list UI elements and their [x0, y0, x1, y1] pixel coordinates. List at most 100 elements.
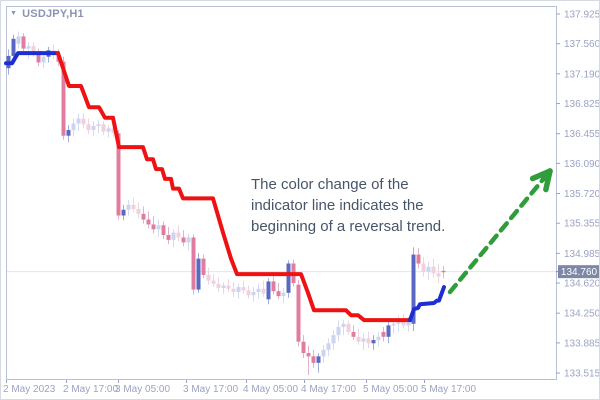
candle-body: [256, 288, 261, 293]
candle-body: [151, 224, 156, 230]
indicator-segment-blue: [4, 51, 60, 66]
candle-body: [61, 61, 66, 136]
candle-body: [176, 232, 181, 238]
candle-body: [316, 356, 321, 363]
candle-body: [21, 36, 26, 49]
candle-body: [266, 281, 271, 300]
candle-body: [366, 338, 371, 344]
price-axis-label: 135.720: [564, 189, 600, 200]
plot-frame: [6, 6, 557, 380]
candle-body: [126, 204, 131, 210]
time-axis-label: 2 May 2023: [3, 384, 56, 395]
candle-body: [76, 118, 81, 124]
candle-body: [241, 287, 246, 291]
candle-body: [81, 118, 86, 125]
candle-body: [321, 349, 326, 357]
candle-body: [71, 123, 76, 131]
time-axis-label: 4 May 17:00: [301, 384, 356, 395]
candle-body: [261, 288, 266, 294]
candle-body: [166, 235, 171, 240]
candle-body: [131, 204, 136, 209]
arrow-shaft: [447, 168, 553, 295]
candle-body: [111, 128, 116, 134]
candle-body: [301, 341, 306, 354]
trend-arrow: [447, 168, 553, 295]
candle-body: [371, 340, 376, 344]
current-price-badge: 134.760: [556, 265, 599, 279]
badge-price: 134.760: [561, 267, 598, 278]
candle-body: [356, 336, 361, 342]
candle-body: [91, 125, 96, 131]
candle-body: [141, 213, 146, 220]
candle-body: [226, 285, 231, 289]
price-axis-label: 136.825: [564, 99, 600, 110]
candle-body: [181, 237, 186, 243]
time-axis-label: 3 May 17:00: [183, 384, 238, 395]
price-axis-label: 133.885: [564, 338, 600, 349]
annotation-line-1: The color change of the: [251, 176, 409, 193]
candle-body: [376, 336, 381, 341]
candle-body: [186, 237, 191, 243]
candle-body: [341, 323, 346, 328]
candle-body: [251, 292, 256, 296]
candle-body: [346, 323, 351, 332]
candle-body: [351, 331, 356, 337]
candle-body: [236, 287, 241, 293]
price-axis-label: 137.560: [564, 39, 600, 50]
candle-body: [326, 343, 331, 350]
candle-body: [196, 258, 201, 290]
badge-rect: [558, 265, 599, 279]
candle-body: [231, 288, 236, 293]
candle-body: [396, 320, 401, 324]
candle-body: [436, 273, 441, 277]
price-axis-label: 134.620: [564, 279, 600, 290]
candle-body: [16, 36, 21, 44]
time-axis-label: 5 May 17:00: [421, 384, 476, 395]
candle-body: [281, 292, 286, 297]
annotation-text: The color change of the indicator line i…: [251, 174, 481, 237]
symbol-selector[interactable]: ▼ USDJPY,H1: [10, 8, 84, 20]
candle-body: [441, 270, 446, 273]
candle-body: [336, 327, 341, 336]
price-axis: 137.925 137.560 137.190 136.825 136.455 136.0…: [556, 10, 600, 380]
candle-body: [406, 322, 411, 326]
candle-body: [306, 353, 311, 357]
candle-body: [66, 130, 71, 136]
candle-body: [401, 320, 406, 326]
indicator-segment-blue: [408, 285, 446, 323]
candle-body: [211, 280, 216, 284]
candle-body: [201, 258, 206, 275]
candle-body: [206, 274, 211, 281]
indicator-segment-red: [56, 51, 412, 323]
candle-body: [216, 283, 221, 288]
candle-body: [171, 232, 176, 240]
candle-body: [391, 323, 396, 326]
candle-body: [246, 290, 251, 296]
candlesticks-layer: [6, 31, 446, 376]
candle-body: [386, 325, 391, 337]
indicator-line: [4, 51, 446, 323]
annotation-line-2: indicator line indicates the: [251, 197, 424, 214]
candle-body: [311, 356, 316, 363]
price-axis-label: 134.250: [564, 309, 600, 320]
dropdown-icon: ▼: [10, 9, 18, 17]
candle-body: [411, 254, 416, 324]
price-axis-label: 137.190: [564, 69, 600, 80]
time-axis-label: 2 May 17:00: [63, 384, 118, 395]
time-axis-label: 4 May 05:00: [243, 384, 298, 395]
candle-body: [41, 56, 46, 63]
price-axis-label: 133.515: [564, 369, 600, 380]
candle-body: [271, 281, 276, 292]
candle-body: [86, 124, 91, 131]
candle-body: [121, 209, 126, 216]
time-axis-label: 3 May 05:00: [115, 384, 170, 395]
time-axis-label: 5 May 05:00: [363, 384, 418, 395]
candle-body: [361, 338, 366, 342]
candle-body: [431, 266, 436, 274]
candle-body: [36, 52, 41, 63]
time-axis: 2 May 2023 2 May 17:003 May 05:00 3 May 17…: [3, 380, 476, 395]
candle-body: [116, 133, 121, 216]
candle-body: [426, 266, 431, 272]
candle-body: [221, 285, 226, 288]
